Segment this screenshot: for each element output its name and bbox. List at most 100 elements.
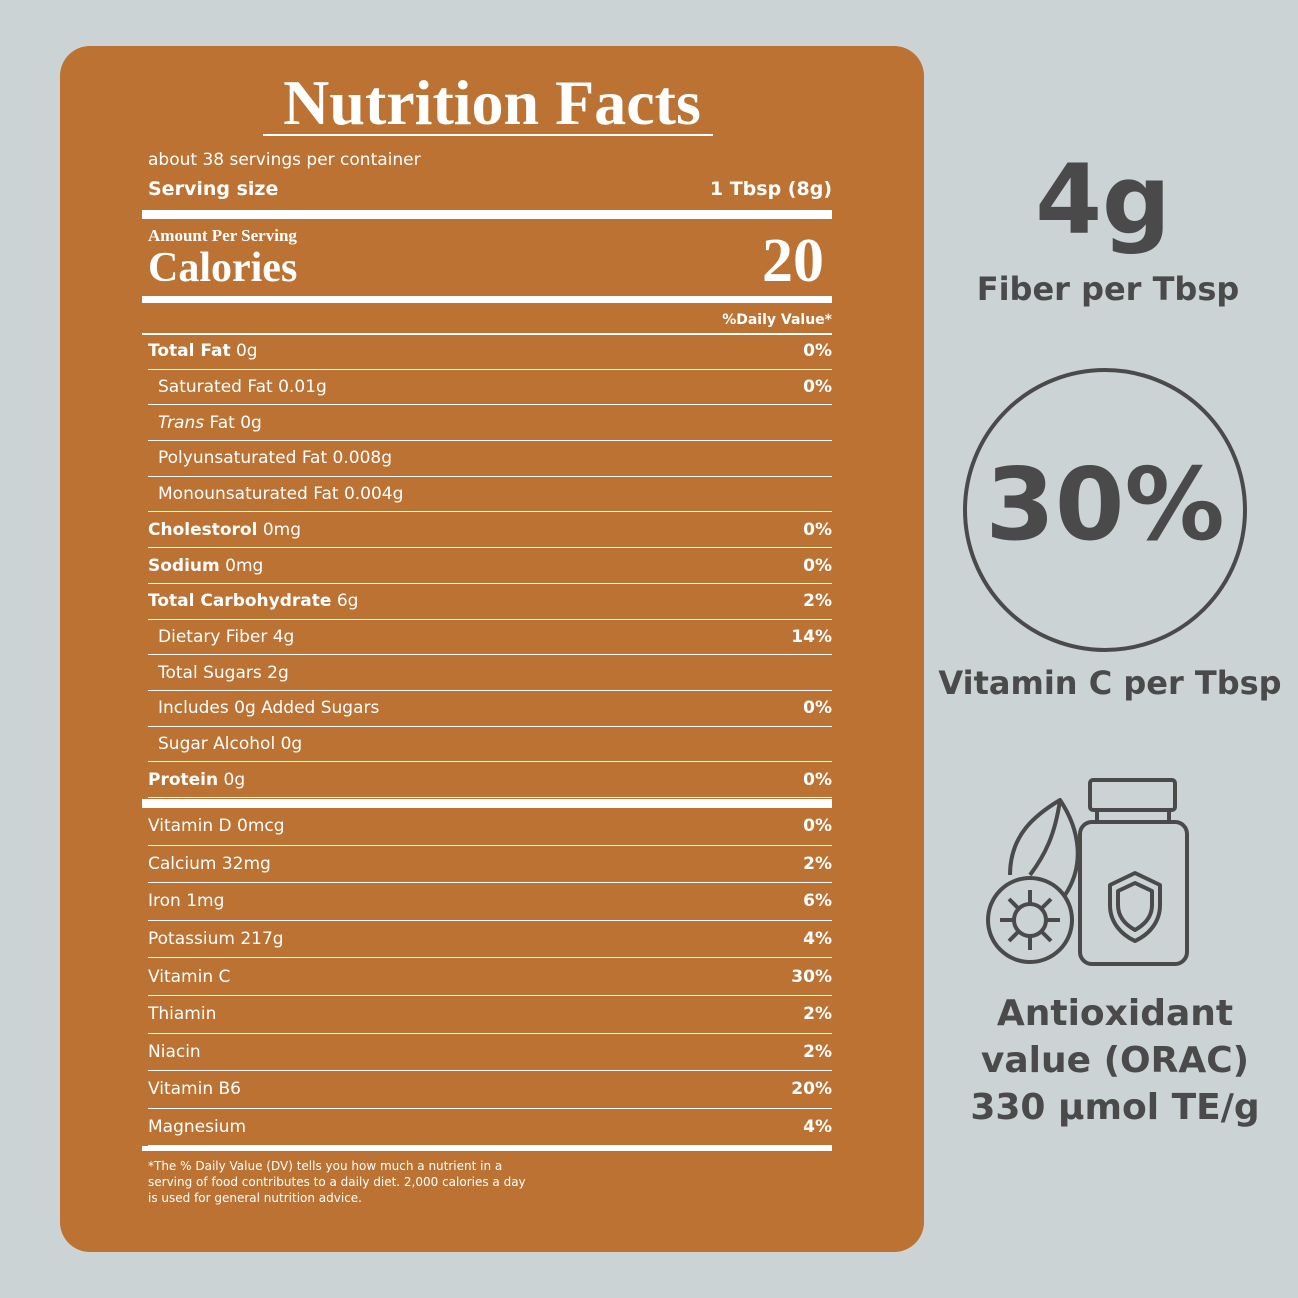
calories-label: Calories (148, 245, 298, 291)
nutrient-row: Thiamin 2% (148, 996, 832, 1034)
nutrient-row: Iron 1mg 6% (148, 883, 832, 921)
nutrient-name-text: Vitamin C (148, 966, 231, 987)
servings: about 38 servings per container (148, 150, 421, 170)
leaf-vein (1028, 799, 1062, 877)
daily-value: 30% (791, 966, 832, 987)
daily-value: 0% (803, 816, 832, 837)
nutrient-name-text: Potassium (148, 929, 235, 950)
nutrient-name: Thiamin (148, 1004, 803, 1024)
nutrient-name: Vitamin D 0mcg (148, 816, 803, 836)
nutrient-amount: 0g (280, 734, 303, 755)
label-title: Nutrition Facts (283, 67, 701, 138)
daily-value: 2% (803, 1041, 832, 1062)
nutrient-name: Dietary Fiber 4g (148, 627, 791, 647)
nutrient-name-text: Fat (209, 412, 235, 433)
vitamin-c-caption: Vitamin C per Tbsp (938, 664, 1282, 702)
shield (1108, 871, 1162, 943)
nutrient-name-text: Dietary Fiber (158, 626, 268, 647)
nutrient-name: Sodium 0mg (148, 556, 803, 576)
daily-value: 20% (791, 1079, 832, 1100)
nutrient-name: Calcium 32mg (148, 854, 803, 874)
nutrient-name: Monounsaturated Fat 0.004g (148, 484, 832, 504)
rule (142, 333, 832, 335)
nutrient-name: Iron 1mg (148, 891, 803, 911)
nutrient-name-text: Includes 0g Added Sugars (158, 698, 380, 719)
daily-value: 0% (803, 698, 832, 719)
nutrient-row: Vitamin C 30% (148, 958, 832, 996)
bottle-body (1078, 820, 1189, 966)
nutrient-name-italic: Trans (158, 412, 205, 433)
bottle-cap (1088, 778, 1177, 812)
nutrient-name-text: Vitamin B6 (148, 1079, 242, 1100)
nutrient-row: Polyunsaturated Fat 0.008g (148, 441, 832, 477)
nutrient-amount: 0g (240, 412, 262, 433)
daily-value: 0% (803, 519, 832, 540)
nutrient-name: Includes 0g Added Sugars (148, 698, 803, 718)
nutrient-row: Sugar Alcohol 0g (148, 727, 832, 763)
shield-inner (1116, 881, 1154, 932)
daily-value: 0% (803, 769, 832, 790)
nutrient-name-text: Iron (148, 891, 181, 912)
footnote: *The % Daily Value (DV) tells you how mu… (148, 1159, 526, 1205)
nutrient-name: Total Fat 0g (148, 341, 803, 361)
nutrient-row: Vitamin B6 20% (148, 1071, 832, 1109)
nutrient-name-text: Sugar Alcohol (158, 734, 276, 755)
nutrient-row: Saturated Fat 0.01g 0% (148, 370, 832, 406)
nutrient-row: Monounsaturated Fat 0.004g (148, 477, 832, 513)
nutrient-row: Cholestorol 0mg 0% (148, 513, 832, 549)
nutrient-name: Trans Fat 0g (148, 413, 832, 433)
nutrient-name: Total Carbohydrate 6g (148, 591, 803, 611)
nutrient-name: Sugar Alcohol 0g (148, 734, 832, 754)
nutrient-name: Saturated Fat 0.01g (148, 377, 803, 397)
nutrient-name-text: Total Fat (148, 341, 231, 362)
virus-spikes (1000, 890, 1060, 950)
nutrient-row: Niacin 2% (148, 1034, 832, 1072)
nutrient-amount: 0.01g (278, 377, 327, 398)
nutrient-amount: 0.008g (332, 448, 392, 469)
nutrient-amount: 0mcg (237, 816, 285, 837)
daily-value: 0% (803, 555, 832, 576)
nutrient-amount: 0g (223, 769, 246, 790)
daily-value: 4% (803, 1117, 832, 1138)
nutrient-name-text: Magnesium (148, 1117, 247, 1138)
thick-rule (142, 210, 832, 219)
nutrient-name: Niacin (148, 1042, 803, 1062)
daily-value: 2% (803, 1004, 832, 1025)
nutrition-label: Nutrition Facts about 38 servings per co… (60, 46, 924, 1252)
nutrient-row: Calcium 32mg 2% (148, 846, 832, 884)
nutrient-name: Polyunsaturated Fat 0.008g (148, 448, 832, 468)
daily-value: 2% (803, 853, 832, 874)
nutrient-name: Vitamin C (148, 967, 791, 987)
nutrient-row: Total Carbohydrate 6g 2% (148, 584, 832, 620)
nutrient-name-text: Total Carbohydrate (148, 591, 332, 612)
antioxidant-icon (986, 778, 1189, 966)
nutrient-name: Protein 0g (148, 770, 803, 790)
orac-line: 330 µmol TE/g (970, 1087, 1260, 1128)
thick-rule (142, 296, 832, 303)
nutrient-name: Cholestorol 0mg (148, 520, 803, 540)
nutrient-name-text: Polyunsaturated Fat (158, 448, 328, 469)
nutrient-row: Magnesium 4% (148, 1109, 832, 1147)
nutrient-amount: 32mg (221, 853, 271, 874)
nutrient-row: Trans Fat 0g (148, 405, 832, 442)
vitamin-c-value: 30% (985, 446, 1225, 563)
nutrient-amount: 6g (336, 591, 359, 612)
nutrient-name-text: Sodium (148, 555, 220, 576)
nutrient-row: Potassium 217g 4% (148, 921, 832, 959)
nutrient-name: Potassium 217g (148, 929, 803, 949)
nutrient-amount: 0mg (225, 555, 264, 576)
nutrient-amount: 4g (272, 626, 295, 647)
orac-line: Antioxidant (996, 993, 1234, 1034)
serving-size: 1 Tbsp (8g) (709, 178, 832, 200)
nutrient-row: Total Sugars 2g (148, 655, 832, 691)
nutrient-amount: 0.004g (343, 484, 404, 505)
daily-value: 0% (803, 341, 832, 362)
nutrient-name-text: Saturated Fat (158, 377, 273, 398)
title-underline (263, 134, 713, 136)
nutrient-row: Sodium 0mg 0% (148, 548, 832, 584)
nutrient-name-text: Vitamin D (148, 816, 232, 837)
nutrient-name-text: Thiamin (148, 1004, 217, 1025)
daily-value: 4% (803, 929, 832, 950)
nutrient-name: Total Sugars 2g (148, 663, 832, 683)
